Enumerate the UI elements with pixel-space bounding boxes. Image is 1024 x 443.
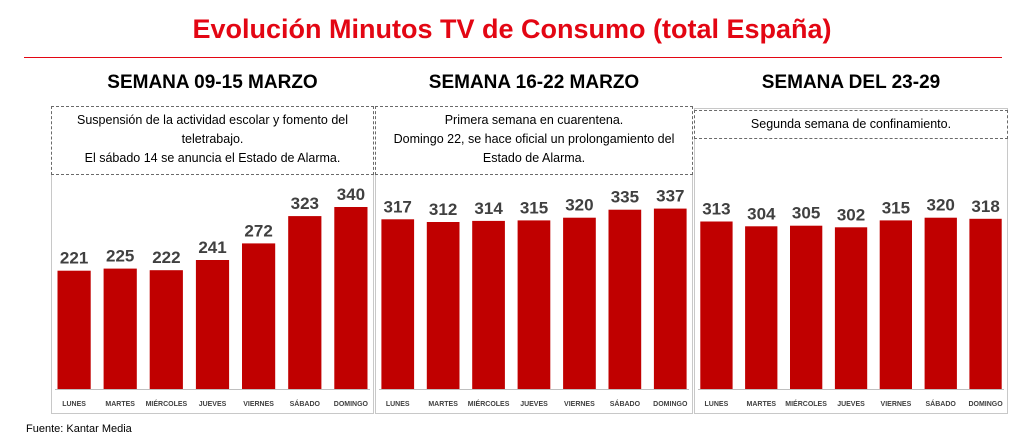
category-label: DOMINGO <box>968 401 1003 408</box>
bar <box>790 225 823 389</box>
bar <box>517 220 551 389</box>
week-1-note-line-1: Suspensión de la actividad escolar y fom… <box>77 113 348 127</box>
bar <box>472 220 505 389</box>
bar <box>924 217 957 389</box>
week-1-note-line-2: teletrabajo. <box>181 132 244 146</box>
bar <box>700 221 733 389</box>
week-2-note-line-3: Estado de Alarma. <box>482 151 586 165</box>
data-label: 304 <box>747 204 776 223</box>
data-label: 222 <box>152 248 180 267</box>
category-label: MIÉRCOLES <box>146 399 188 408</box>
bar <box>334 207 368 389</box>
category-label: LUNES <box>386 401 410 408</box>
week-1-title: SEMANA 09-15 MARZO <box>107 72 318 93</box>
data-label: 313 <box>702 200 730 219</box>
week-1-note: Suspensión de la actividad escolar y fom… <box>51 106 374 175</box>
category-label: SÁBADO <box>926 399 957 408</box>
bar <box>381 219 415 389</box>
data-label: 317 <box>384 197 412 216</box>
data-label: 337 <box>656 187 684 206</box>
bar <box>195 260 230 389</box>
bar <box>879 220 912 389</box>
data-label: 320 <box>565 196 593 215</box>
bar <box>969 218 1002 389</box>
bar <box>563 217 596 389</box>
source-note: Fuente: Kantar Media <box>26 423 132 435</box>
week-3-title: SEMANA DEL 23-29 <box>761 72 941 93</box>
week-2-note-line-1: Primera semana en cuarentena. <box>444 113 624 127</box>
data-label: 314 <box>474 199 503 218</box>
data-label: 272 <box>244 221 272 240</box>
category-label: MARTES <box>105 401 135 408</box>
bar <box>608 209 642 389</box>
bar <box>426 222 460 389</box>
category-label: MIÉRCOLES <box>785 399 827 408</box>
week-2-title: SEMANA 16-22 MARZO <box>428 72 640 93</box>
data-label: 312 <box>429 200 457 219</box>
category-label: SÁBADO <box>290 399 321 408</box>
category-label: LUNES <box>62 401 86 408</box>
category-label: MIÉRCOLES <box>468 399 510 408</box>
week-2-note: Primera semana en cuarentena. Domingo 22… <box>375 106 693 175</box>
bar <box>288 216 322 389</box>
week-1-note-line-3: El sábado 14 se anuncia el Estado de Ala… <box>84 151 341 165</box>
title-divider <box>24 57 1002 58</box>
data-label: 315 <box>882 198 910 217</box>
category-label: DOMINGO <box>334 401 369 408</box>
data-label: 335 <box>611 188 639 207</box>
category-label: SÁBADO <box>610 399 641 408</box>
category-label: JUEVES <box>520 401 548 408</box>
data-label: 305 <box>792 204 820 223</box>
data-label: 340 <box>337 185 365 204</box>
bar <box>242 243 276 389</box>
category-label: LUNES <box>705 401 729 408</box>
category-label: MARTES <box>428 401 458 408</box>
bar <box>149 270 183 389</box>
data-label: 315 <box>520 198 548 217</box>
bar <box>57 270 91 389</box>
week-2-note-line-2: Domingo 22, se hace oficial un prolongam… <box>393 132 675 146</box>
category-label: VIERNES <box>881 401 912 408</box>
bar <box>834 227 868 389</box>
category-label: DOMINGO <box>653 401 688 408</box>
panel-week-3-frame <box>694 108 1008 414</box>
bar <box>103 268 137 389</box>
data-label: 302 <box>837 205 865 224</box>
bar <box>745 226 778 389</box>
data-label: 320 <box>927 196 955 215</box>
bar <box>653 208 687 389</box>
category-label: JUEVES <box>837 401 865 408</box>
page-title: Evolución Minutos TV de Consumo (total E… <box>192 14 832 44</box>
category-label: VIERNES <box>564 401 595 408</box>
data-label: 221 <box>60 249 88 268</box>
data-label: 323 <box>291 194 319 213</box>
category-label: VIERNES <box>243 401 274 408</box>
data-label: 225 <box>106 247 134 266</box>
category-label: JUEVES <box>199 401 227 408</box>
data-label: 318 <box>971 197 999 216</box>
week-3-note-line-1: Segunda semana de confinamiento. <box>750 117 952 131</box>
week-3-note: Segunda semana de confinamiento. <box>694 110 1008 139</box>
data-label: 241 <box>198 238 226 257</box>
category-label: MARTES <box>747 401 777 408</box>
